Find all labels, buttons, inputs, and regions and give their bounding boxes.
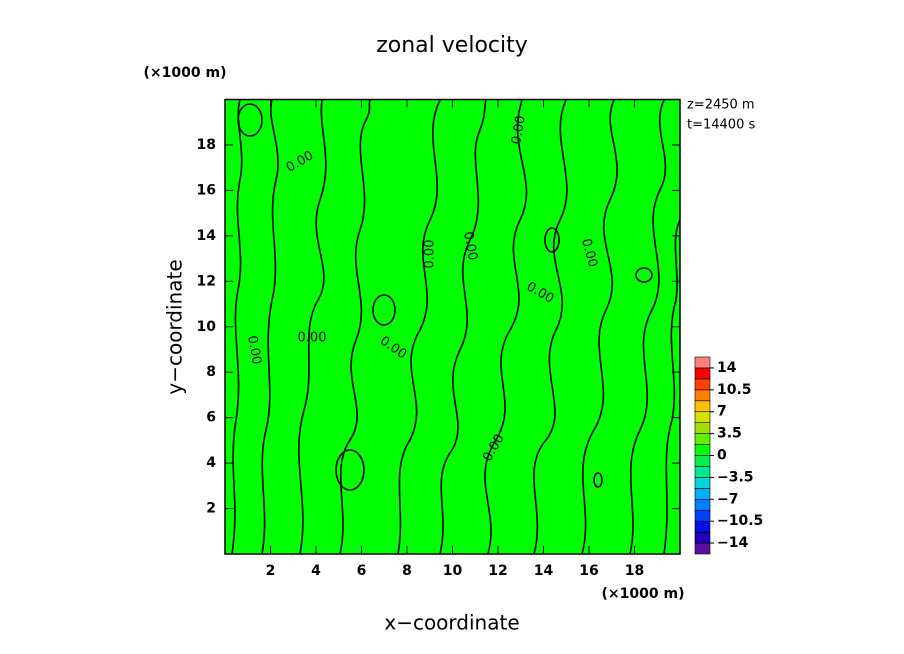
colorbar-box — [694, 542, 711, 555]
contour-line — [484, 99, 528, 555]
colorbar-tick-label: 10.5 — [717, 382, 752, 398]
y-unit: (×1000 m) — [144, 65, 227, 81]
x-tick-label: 18 — [625, 563, 644, 579]
colorbar-box — [694, 389, 711, 402]
colorbar-box — [694, 531, 711, 544]
colorbar-box — [694, 509, 711, 522]
colorbar-box — [694, 477, 711, 489]
colorbar-box — [694, 455, 711, 467]
annotation: t=14400 s — [687, 118, 755, 133]
colorbar-box — [694, 466, 711, 478]
colorbar-tick-label: 3.5 — [717, 426, 742, 442]
y-tick-label: 16 — [197, 182, 216, 198]
colorbar-box — [694, 411, 711, 423]
y-tick-label: 10 — [197, 319, 217, 335]
x-unit: (×1000 m) — [602, 586, 685, 602]
x-tick-label: 14 — [534, 563, 554, 579]
contour-line — [339, 99, 371, 555]
x-tick-label: 6 — [357, 563, 367, 579]
colorbar-box — [694, 520, 711, 533]
contours — [231, 99, 681, 555]
colorbar-tick-label: 0 — [717, 448, 727, 464]
contour-line — [231, 99, 243, 555]
colorbar-box — [694, 444, 711, 456]
contour-label: 0.00 — [244, 334, 264, 365]
x-tick-label: 16 — [579, 563, 598, 579]
contour-line — [261, 99, 279, 555]
contour-label: 0.00 — [578, 237, 600, 269]
colorbar-box — [694, 400, 711, 413]
y-tick-label: 8 — [206, 364, 216, 380]
contour-loop — [593, 472, 603, 488]
annotation: z=2450 m — [687, 98, 755, 113]
contour-loop — [335, 449, 365, 491]
y-tick-label: 14 — [197, 228, 217, 244]
x-tick-label: 10 — [443, 563, 463, 579]
y-axis-label: y−coordinate — [163, 259, 187, 394]
x-axis-label: x−coordinate — [384, 611, 519, 635]
contour-line — [663, 219, 681, 555]
y-tick-label: 18 — [197, 137, 216, 153]
contour-line — [439, 99, 487, 555]
x-tick-label: 12 — [488, 563, 507, 579]
colorbar-box — [694, 488, 711, 500]
y-tick-label: 2 — [206, 501, 216, 517]
contour-label: 0.00 — [423, 240, 438, 269]
contour-label: 0.00 — [460, 230, 480, 261]
x-tick-label: 2 — [266, 563, 276, 579]
colorbar-box — [694, 356, 711, 369]
x-tick-label: 8 — [402, 563, 412, 579]
colorbar-tick-label: −14 — [717, 535, 748, 551]
x-tick-label: 4 — [311, 563, 321, 579]
contour-label: 0.00 — [509, 114, 529, 145]
contour-loop — [237, 103, 263, 137]
colorbar-box — [694, 367, 711, 380]
colorbar-tick-label: 7 — [717, 404, 727, 420]
colorbar-tick-label: −10.5 — [717, 513, 763, 529]
contour-line — [298, 99, 327, 555]
colorbar-tick-label: −3.5 — [717, 469, 754, 485]
colorbar-box — [694, 433, 711, 445]
contour-line — [533, 99, 568, 555]
colorbar-tick-label: 14 — [717, 360, 737, 376]
contour-line — [629, 99, 667, 555]
colorbar-box — [694, 422, 711, 434]
colorbar-tick-label: −7 — [717, 491, 738, 507]
chart-title: zonal velocity — [376, 33, 528, 58]
contour-loop — [372, 294, 396, 326]
y-tick-label: 12 — [197, 273, 216, 289]
y-tick-label: 4 — [206, 455, 216, 471]
contour-line — [581, 99, 618, 555]
colorbar-box — [694, 498, 711, 511]
y-tick-label: 6 — [206, 410, 216, 426]
contour-loop — [635, 267, 653, 283]
colorbar-box — [694, 378, 711, 391]
contour-loop — [544, 227, 560, 253]
contour-line — [397, 99, 441, 555]
contour-label: 0.00 — [298, 331, 327, 346]
